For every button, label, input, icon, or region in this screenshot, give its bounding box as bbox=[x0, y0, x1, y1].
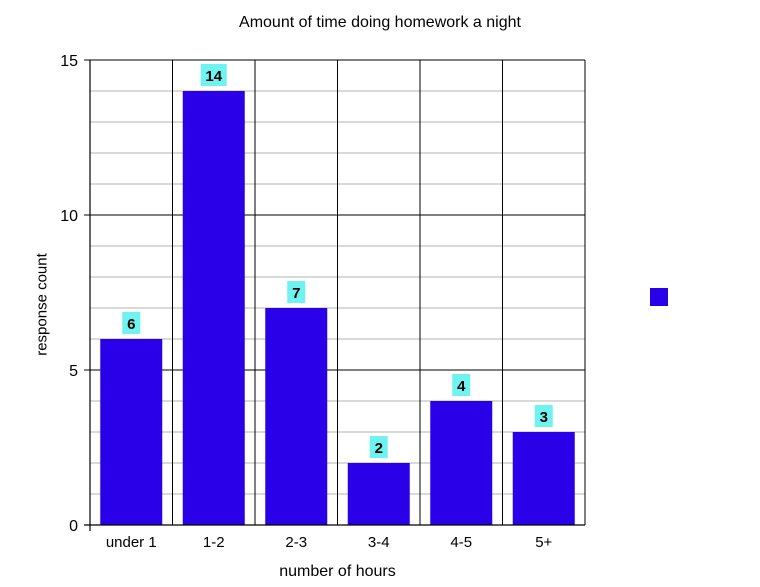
bar bbox=[100, 339, 163, 525]
data-label: 4 bbox=[457, 378, 466, 395]
data-label-background bbox=[452, 374, 471, 396]
data-label-background bbox=[534, 405, 553, 427]
chart-title: Amount of time doing homework a night bbox=[239, 14, 521, 31]
data-label: 3 bbox=[540, 409, 548, 426]
data-label-background bbox=[200, 64, 227, 86]
y-tick-label: 10 bbox=[60, 208, 78, 225]
bar bbox=[182, 91, 245, 525]
x-tick-label: 4-5 bbox=[450, 534, 472, 551]
bar bbox=[265, 308, 328, 525]
y-tick-label: 0 bbox=[69, 518, 78, 535]
legend-swatch bbox=[650, 288, 668, 306]
data-label-background bbox=[122, 312, 141, 334]
data-label: 14 bbox=[205, 68, 222, 85]
data-label-background bbox=[287, 281, 306, 303]
x-tick-label: 3-4 bbox=[368, 534, 390, 551]
data-label: 7 bbox=[292, 285, 300, 302]
x-tick-label: 1-2 bbox=[203, 534, 225, 551]
bar bbox=[430, 401, 493, 525]
data-label: 6 bbox=[127, 316, 135, 333]
x-tick-label: under 1 bbox=[106, 534, 157, 551]
x-axis-label: number of hours bbox=[279, 563, 396, 580]
bar bbox=[512, 432, 575, 525]
y-tick-label: 5 bbox=[69, 363, 78, 380]
x-tick-label: 5+ bbox=[535, 534, 552, 551]
data-label: 2 bbox=[375, 440, 383, 457]
y-tick-label: 15 bbox=[60, 53, 78, 70]
data-label-background bbox=[369, 436, 388, 458]
bar bbox=[347, 463, 410, 525]
x-tick-label: 2-3 bbox=[285, 534, 307, 551]
